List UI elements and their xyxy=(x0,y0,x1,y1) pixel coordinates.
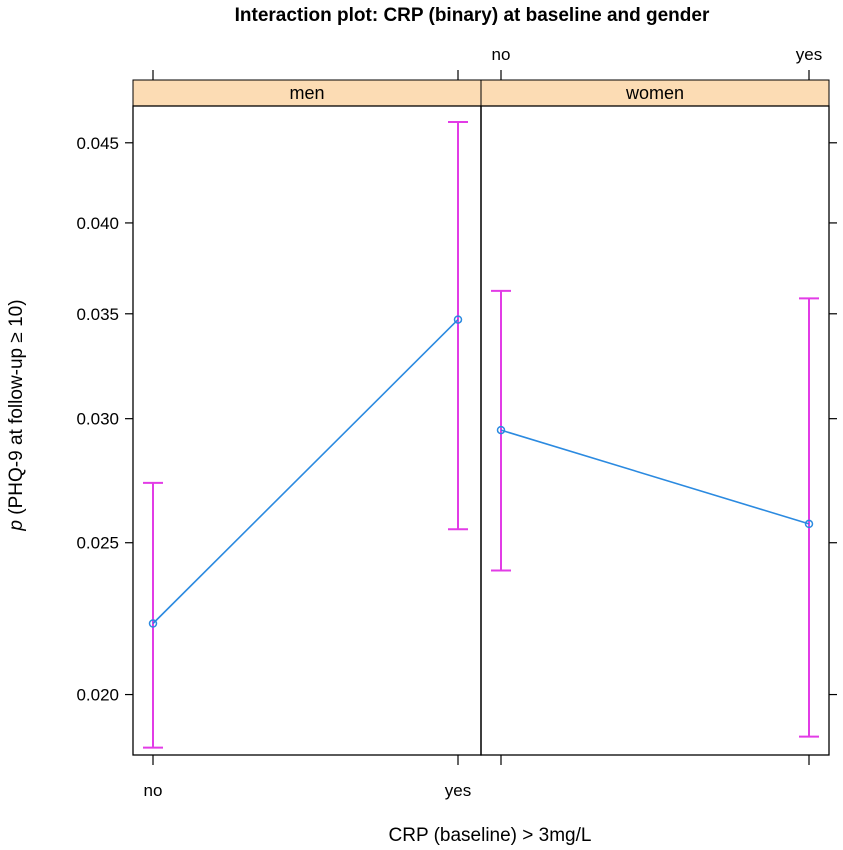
strip-label-men: men xyxy=(289,83,324,103)
x-axis-label: CRP (baseline) > 3mg/L xyxy=(389,825,592,846)
chart-title: Interaction plot: CRP (binary) at baseli… xyxy=(235,5,710,26)
x-tick-label-bottom: no xyxy=(144,781,163,800)
x-tick-label-bottom: yes xyxy=(445,781,471,800)
strip-men xyxy=(132,79,482,107)
panel-men: men xyxy=(132,79,482,756)
y-tick-label: 0.045 xyxy=(76,134,119,153)
x-tick-label-top: yes xyxy=(796,45,822,64)
y-axis-label-text: (PHQ-9 at follow-up ≥ 10) xyxy=(6,299,27,520)
data-point-women-no xyxy=(496,425,506,435)
panel-frame-women xyxy=(480,105,830,756)
series-line-men xyxy=(152,319,459,625)
errorbar-women-yes xyxy=(799,297,819,738)
data-point-women-yes xyxy=(804,519,814,529)
y-tick-label: 0.030 xyxy=(76,410,119,429)
y-axis-label-symbol: p xyxy=(6,520,27,532)
errorbar-men-yes xyxy=(448,120,468,531)
data-point-men-no xyxy=(148,619,158,628)
panel-frame-men xyxy=(132,105,482,756)
x-tick-label-top: no xyxy=(492,45,511,64)
data-point-men-yes xyxy=(453,315,463,324)
y-tick-label: 0.020 xyxy=(76,686,119,705)
y-tick-label: 0.025 xyxy=(76,534,119,553)
series-line-women xyxy=(500,429,810,525)
axes: 0.020 0.025 0.030 0.035 0.040 0.045 no yes no yes xyxy=(76,45,837,800)
y-tick-label: 0.040 xyxy=(76,214,119,233)
y-axis-label: p (PHQ-9 at follow-up ≥ 10) xyxy=(6,299,27,531)
panel-women: women xyxy=(480,79,830,756)
strip-label-women: women xyxy=(625,83,684,103)
errorbar-men-no xyxy=(143,481,163,749)
y-tick-label: 0.035 xyxy=(76,305,119,324)
strip-women xyxy=(480,79,830,107)
panels: men women xyxy=(132,79,830,756)
